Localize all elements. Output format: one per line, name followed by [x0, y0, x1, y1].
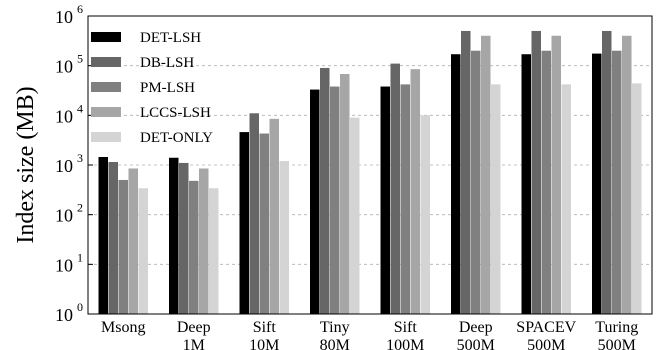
y-tick-exponent: 4 — [77, 101, 83, 115]
bar-det-lsh — [239, 132, 249, 314]
x-category-label: 1M — [183, 337, 205, 350]
bar-lccs-lsh — [481, 35, 491, 315]
x-category-label: Msong — [101, 319, 145, 336]
bar-pm-lsh — [471, 50, 481, 314]
bar-det-only — [420, 115, 430, 314]
bar-db-lsh — [320, 67, 330, 314]
bar-lccs-lsh — [340, 73, 350, 315]
x-category-label: Turing — [595, 319, 638, 336]
bar-det-only — [350, 117, 360, 314]
bar-pm-lsh — [189, 180, 199, 314]
legend-swatch — [91, 32, 121, 42]
bar-pm-lsh — [541, 50, 551, 314]
bar-det-lsh — [521, 54, 531, 314]
bar-det-only — [491, 84, 501, 314]
y-tick-exponent: 2 — [77, 201, 83, 215]
bar-det-lsh — [169, 157, 179, 314]
bar-det-lsh — [98, 156, 108, 314]
x-category-label: 500M — [598, 337, 636, 350]
y-tick-label: 10 — [55, 7, 73, 27]
bar-det-only — [561, 84, 571, 314]
bar-det-only — [209, 188, 219, 314]
bar-lccs-lsh — [622, 35, 632, 315]
x-category-label: SPACEV — [516, 319, 576, 336]
x-category-label: 80M — [320, 337, 350, 350]
y-tick-exponent: 6 — [77, 2, 83, 16]
x-category-label: Tiny — [320, 319, 350, 336]
legend-label: LCCS-LSH — [140, 105, 211, 121]
y-tick-exponent: 5 — [77, 52, 83, 66]
bar-lccs-lsh — [269, 118, 279, 314]
bar-lccs-lsh — [410, 69, 420, 314]
legend-label: PM-LSH — [140, 80, 195, 96]
legend-swatch — [91, 57, 121, 67]
x-category-label: Deep — [459, 319, 493, 336]
x-category-label: 500M — [457, 337, 495, 350]
bar-lccs-lsh — [199, 168, 209, 314]
bar-pm-lsh — [259, 133, 269, 314]
bar-db-lsh — [461, 30, 471, 314]
bar-lccs-lsh — [128, 168, 138, 314]
y-tick-label: 10 — [55, 305, 73, 325]
y-tick-label: 10 — [55, 255, 73, 275]
x-axis-category-labels: Msong Deep1MSift10MTiny80MSift100MDeep500… — [101, 319, 638, 350]
x-category-label: 10M — [249, 337, 279, 350]
bar-db-lsh — [390, 63, 400, 315]
bar-db-lsh — [602, 30, 612, 314]
bar-db-lsh — [179, 162, 189, 314]
y-tick-exponent: 1 — [77, 250, 83, 264]
bar-det-only — [632, 83, 642, 314]
y-tick-label: 10 — [55, 106, 73, 126]
y-tick-label: 10 — [55, 156, 73, 176]
bar-db-lsh — [108, 161, 118, 314]
bar-pm-lsh — [400, 84, 410, 314]
bar-pm-lsh — [118, 179, 128, 314]
bars — [98, 30, 642, 315]
x-category-label: 500M — [527, 337, 565, 350]
legend-label: DB-LSH — [140, 55, 194, 71]
bar-lccs-lsh — [551, 35, 561, 315]
x-category-label: Sift — [394, 319, 418, 336]
legend-swatch — [91, 82, 121, 92]
y-axis-ticks: 10 0 10 1 10 2 10 3 10 4 10 5 10 6 — [55, 2, 93, 325]
y-tick-exponent: 3 — [77, 151, 83, 165]
legend-label: DET-LSH — [140, 30, 201, 46]
y-tick-label: 10 — [55, 57, 73, 77]
legend-label: DET-ONLY — [140, 130, 213, 146]
bar-db-lsh — [249, 113, 259, 314]
bar-det-lsh — [451, 54, 461, 314]
bar-pm-lsh — [612, 50, 622, 314]
x-category-label: Sift — [253, 319, 277, 336]
bar-det-lsh — [592, 53, 602, 315]
x-category-label: 100M — [386, 337, 424, 350]
y-tick-label: 10 — [55, 206, 73, 226]
legend-swatch — [91, 107, 121, 117]
bar-pm-lsh — [330, 86, 340, 314]
bar-db-lsh — [531, 30, 541, 314]
bar-det-only — [279, 161, 289, 314]
y-tick-exponent: 0 — [77, 300, 83, 314]
x-category-label: Deep — [177, 319, 211, 336]
bar-det-lsh — [380, 86, 390, 314]
bar-det-only — [138, 188, 148, 314]
y-axis-label: Index size (MB) — [13, 86, 39, 243]
bar-det-lsh — [310, 89, 320, 314]
legend-swatch — [91, 132, 121, 142]
legend: DET-LSH DB-LSH PM-LSH LCCS-LSH DET-ONLY — [91, 30, 213, 146]
